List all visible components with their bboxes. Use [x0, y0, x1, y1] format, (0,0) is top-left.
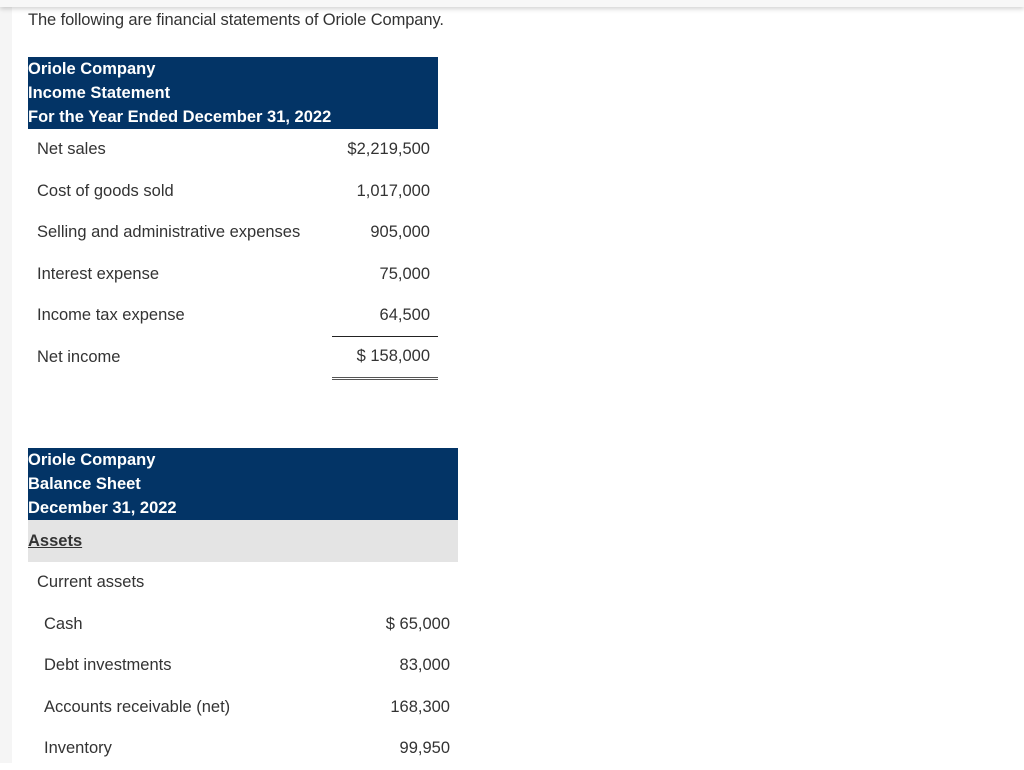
- row-value: 168,300: [390, 697, 450, 716]
- table-row: Selling and administrative expenses 905,…: [28, 212, 438, 254]
- income-statement-header: Oriole Company Income Statement For the …: [28, 57, 438, 129]
- row-label: Cash: [44, 614, 83, 633]
- table-row: Income tax expense 64,500: [28, 295, 438, 337]
- balance-sheet-table: Oriole Company Balance Sheet December 31…: [28, 448, 458, 770]
- intro-text: The following are financial statements o…: [28, 11, 444, 29]
- row-value: 75,000: [379, 264, 430, 283]
- row-label: Accounts receivable (net): [44, 697, 231, 716]
- row-value: $2,219,500: [347, 140, 430, 159]
- table-row: Cost of goods sold 1,017,000: [28, 171, 438, 213]
- balance-sheet-header: Oriole Company Balance Sheet December 31…: [28, 448, 458, 520]
- statement-title: Balance Sheet: [28, 475, 141, 493]
- table-row: Net sales $2,219,500: [28, 129, 438, 171]
- assets-section-header: Assets: [28, 520, 458, 562]
- subsection-row: Current assets: [28, 562, 458, 604]
- row-value: 83,000: [399, 656, 450, 675]
- row-label: Inventory: [44, 739, 112, 758]
- row-label: Selling and administrative expenses: [37, 223, 301, 242]
- income-statement-table: Oriole Company Income Statement For the …: [28, 57, 438, 380]
- top-bar: [0, 0, 1024, 7]
- row-label: Income tax expense: [37, 306, 185, 325]
- company-name: Oriole Company: [28, 451, 156, 469]
- company-name: Oriole Company: [28, 60, 156, 78]
- table-row: Accounts receivable (net) 168,300: [28, 687, 458, 729]
- row-value: 64,500: [332, 295, 438, 337]
- row-value: 905,000: [370, 223, 430, 242]
- row-value: $ 65,000: [385, 614, 450, 633]
- statement-period: For the Year Ended December 31, 2022: [28, 108, 332, 126]
- table-row: Cash $ 65,000: [28, 604, 458, 646]
- subsection-label: Current assets: [37, 573, 145, 592]
- row-value: $ 158,000: [332, 336, 438, 380]
- row-label: Interest expense: [37, 264, 159, 283]
- table-row-total: Net income $ 158,000: [28, 336, 438, 380]
- table-row: Inventory 99,950: [28, 728, 458, 770]
- row-label: Net sales: [37, 140, 106, 159]
- row-label: Cost of goods sold: [37, 181, 174, 200]
- section-title: Assets: [28, 531, 83, 550]
- left-gutter: [0, 0, 12, 763]
- statement-title: Income Statement: [28, 84, 171, 102]
- table-row: Interest expense 75,000: [28, 254, 438, 296]
- row-value: 99,950: [399, 739, 450, 758]
- row-value: 1,017,000: [356, 181, 430, 200]
- row-label: Debt investments: [44, 656, 172, 675]
- table-row: Debt investments 83,000: [28, 645, 458, 687]
- statement-date: December 31, 2022: [28, 499, 177, 517]
- row-label: Net income: [37, 347, 121, 366]
